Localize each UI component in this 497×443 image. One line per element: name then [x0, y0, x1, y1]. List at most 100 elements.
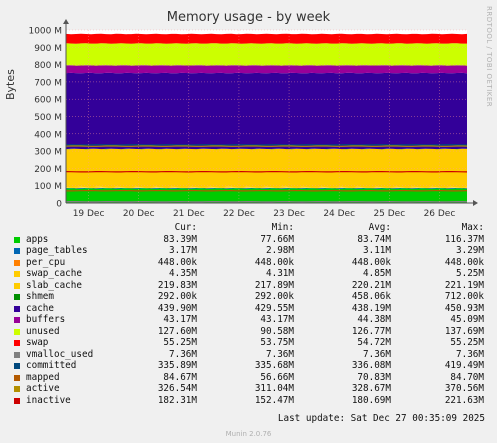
legend-max-value: 55.25M: [450, 337, 484, 348]
legend-max-value: 45.09M: [450, 314, 484, 325]
legend-header-min: Min:: [271, 222, 294, 233]
legend-series-name: shmem: [26, 291, 54, 302]
last-update-text: Last update: Sat Dec 27 00:35:09 2025: [277, 413, 485, 424]
legend-series-name: committed: [26, 360, 77, 371]
legend-cur-value: 219.83M: [157, 279, 197, 291]
legend-row-vmalloc-used: vmalloc_used 7.36M 7.36M 7.36M 7.36M: [12, 349, 492, 361]
legend-avg-value: 448.00k: [351, 256, 391, 268]
legend-header-max: Max:: [461, 222, 484, 233]
x-tick-label: 21 Dec: [173, 209, 205, 219]
legend-cur-value: 127.60M: [157, 325, 197, 337]
legend-series-name: cache: [26, 302, 54, 314]
legend-min-value: 429.55M: [254, 302, 294, 314]
y-axis-arrow: [63, 19, 69, 24]
legend-cur-value: 326.54M: [157, 383, 197, 394]
y-tick-label: 700 M: [34, 78, 62, 88]
y-tick-label: 600 M: [34, 96, 62, 106]
legend-avg-value: 336.08M: [351, 360, 391, 371]
legend-cur-value: 43.17M: [163, 314, 197, 325]
legend-header-avg: Avg:: [368, 222, 391, 233]
legend-swatch: [14, 317, 20, 323]
legend-cur-value: 55.25M: [163, 337, 197, 348]
legend-cur-value: 4.35M: [169, 268, 197, 279]
legend-avg-value: 220.21M: [351, 279, 391, 291]
legend-avg-value: 44.38M: [357, 314, 391, 325]
x-tick-label: 26 Dec: [424, 209, 456, 219]
x-axis-arrow: [473, 200, 478, 206]
y-tick-label: 800 M: [34, 61, 62, 71]
area-unused: [66, 43, 467, 66]
legend-row-page-tables: page_tables 3.17M 2.98M 3.11M 3.29M: [12, 245, 492, 257]
legend-cur-value: 448.00k: [157, 256, 197, 268]
legend-avg-value: 328.67M: [351, 383, 391, 394]
legend-cur-value: 84.67M: [163, 371, 197, 383]
legend-max-value: 116.37M: [444, 233, 484, 245]
legend-series-name: active: [26, 383, 60, 394]
x-tick-label: 25 Dec: [373, 209, 405, 219]
legend-swatch: [14, 363, 20, 369]
legend-min-value: 292.00k: [254, 291, 294, 302]
area-apps: [66, 188, 467, 203]
munin-version: Munin 2.0.76: [225, 430, 272, 438]
legend-max-value: 3.29M: [456, 245, 484, 256]
x-tick-label: 19 Dec: [73, 209, 105, 219]
legend-max-value: 370.56M: [444, 383, 484, 394]
legend-max-value: 221.63M: [444, 394, 484, 406]
legend-row-inactive: inactive 182.31M 152.47M 180.69M 221.63M: [12, 395, 492, 407]
legend-swatch: [14, 259, 20, 266]
legend-max-value: 712.00k: [444, 291, 484, 302]
legend-swatch: [14, 271, 20, 277]
legend-min-value: 152.47M: [254, 394, 294, 406]
area-swap: [66, 33, 467, 44]
legend-min-value: 335.68M: [254, 360, 294, 371]
y-tick-label: 200 M: [34, 165, 62, 175]
legend-min-value: 43.17M: [260, 314, 294, 325]
y-tick-label: 400 M: [34, 130, 62, 140]
legend-min-value: 448.00k: [254, 256, 294, 268]
area-slab-cache: [66, 148, 467, 188]
y-tick-label: 500 M: [34, 113, 62, 123]
legend-swatch: [14, 305, 20, 312]
legend-avg-value: 180.69M: [351, 394, 391, 406]
legend-row-shmem: shmem 292.00k 292.00k 458.06k 712.00k: [12, 291, 492, 303]
legend-row-apps: apps 83.39M 77.66M 83.74M 116.37M: [12, 234, 492, 246]
chart-title: Memory usage - by week: [166, 10, 331, 25]
legend-row-mapped: mapped 84.67M 56.66M 70.83M 84.70M: [12, 372, 492, 384]
legend-header-cur: Cur:: [174, 222, 197, 233]
legend-avg-value: 4.85M: [363, 268, 391, 279]
area-swap-cache: [66, 187, 467, 189]
legend-series-name: buffers: [26, 314, 66, 325]
legend-max-value: 448.00k: [444, 256, 484, 268]
legend-series-name: swap: [26, 337, 49, 348]
legend-max-value: 450.93M: [444, 302, 484, 314]
legend-max-value: 419.49M: [444, 360, 484, 371]
legend-row-buffers: buffers 43.17M 43.17M 44.38M 45.09M: [12, 314, 492, 326]
legend-min-value: 311.04M: [254, 383, 294, 394]
legend-max-value: 221.19M: [444, 279, 484, 291]
legend-swatch: [14, 386, 20, 392]
legend-row-active: active 326.54M 311.04M 328.67M 370.56M: [12, 383, 492, 395]
y-tick-label: 300 M: [34, 148, 62, 158]
legend-max-value: 5.25M: [456, 268, 484, 279]
legend-cur-value: 182.31M: [157, 394, 197, 406]
legend-avg-value: 7.36M: [363, 348, 391, 360]
legend-max-value: 7.36M: [456, 348, 484, 360]
legend-swatch: [14, 282, 20, 289]
legend-avg-value: 54.72M: [357, 337, 391, 348]
legend-series-name: vmalloc_used: [26, 348, 94, 360]
legend-swatch: [14, 294, 20, 300]
rrdtool-credit: RRDTOOL / TOBI OETIKER: [485, 6, 493, 108]
legend-series-name: mapped: [26, 371, 60, 383]
memory-area-chart: 0 100 M 200 M 300 M 400 M 500 M 600 M 700 M 800 …: [28, 19, 478, 219]
legend-avg-value: 70.83M: [357, 371, 391, 383]
legend-row-cache: cache 439.90M 429.55M 438.19M 450.93M: [12, 303, 492, 315]
legend-swatch: [14, 374, 20, 381]
legend-header-row: Cur: Min: Avg: Max:: [12, 222, 492, 234]
legend-min-value: 7.36M: [266, 348, 294, 360]
legend-avg-value: 458.06k: [351, 291, 391, 302]
legend-row-per-cpu: per_cpu 448.00k 448.00k 448.00k 448.00k: [12, 257, 492, 269]
legend-series-name: swap_cache: [26, 268, 82, 279]
legend-row-slab-cache: slab_cache 219.83M 217.89M 220.21M 221.19M: [12, 280, 492, 292]
legend-series-name: inactive: [26, 394, 71, 406]
